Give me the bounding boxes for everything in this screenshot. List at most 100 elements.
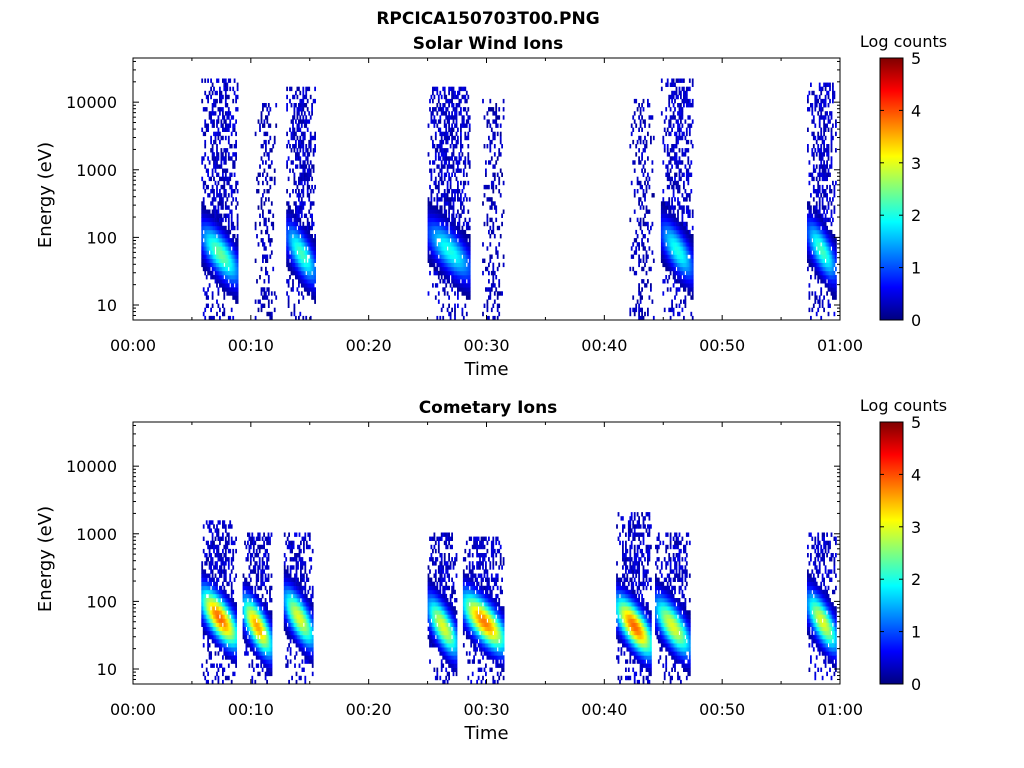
heatmap-cell: [299, 279, 302, 284]
heatmap-cell: [219, 315, 221, 321]
heatmap-cell: [445, 148, 448, 153]
heatmap-cell: [826, 144, 828, 149]
heatmap-cell: [216, 610, 218, 615]
heatmap-cell: [433, 107, 436, 112]
heatmap-cell: [217, 593, 220, 599]
heatmap-cell: [454, 197, 456, 202]
heatmap-cell: [669, 258, 672, 263]
heatmap-cell: [208, 548, 211, 554]
heatmap-cell: [467, 254, 470, 259]
heatmap-cell: [677, 164, 679, 169]
heatmap-cell: [296, 135, 299, 141]
heatmap-cell: [205, 209, 208, 214]
heatmap-cell: [671, 217, 673, 223]
heatmap-cell: [299, 275, 302, 280]
heatmap-cell: [257, 593, 260, 599]
heatmap-cell: [688, 127, 691, 132]
heatmap-cell: [230, 630, 233, 636]
heatmap-cell: [296, 115, 299, 120]
heatmap-cell: [204, 164, 207, 169]
heatmap-cell: [208, 630, 211, 636]
heatmap-cell: [815, 213, 818, 218]
heatmap-cell: [690, 279, 693, 284]
heatmap-cell: [812, 156, 815, 161]
heatmap-cell: [688, 258, 691, 263]
heatmap-cell: [251, 593, 254, 599]
heatmap-cell: [214, 180, 217, 186]
heatmap-cell: [827, 144, 830, 149]
heatmap-cell: [201, 598, 204, 603]
heatmap-cell: [248, 589, 251, 595]
heatmap-cell: [429, 229, 431, 235]
heatmap-cell: [496, 115, 499, 120]
heatmap-cell: [833, 254, 836, 259]
heatmap-cell: [287, 254, 290, 259]
heatmap-cell: [811, 225, 814, 231]
heatmap-cell: [832, 123, 834, 128]
heatmap-cell: [216, 311, 218, 317]
heatmap-cell: [242, 585, 245, 591]
heatmap-cell: [300, 279, 303, 284]
heatmap-cell: [669, 225, 672, 231]
heatmap-cell: [814, 148, 817, 153]
heatmap-cell: [452, 213, 455, 218]
heatmap-cell: [678, 115, 681, 120]
heatmap-cell: [272, 266, 275, 272]
heatmap-cell: [668, 201, 671, 206]
heatmap-cell: [489, 217, 492, 223]
heatmap-cell: [202, 242, 205, 247]
heatmap-cell: [242, 634, 245, 640]
heatmap-cell: [442, 148, 445, 153]
heatmap-cell: [458, 197, 461, 202]
heatmap-cell: [430, 250, 433, 255]
heatmap-cell: [213, 98, 215, 104]
heatmap-cell: [489, 287, 492, 292]
heatmap-cell: [287, 209, 290, 214]
heatmap-cell: [220, 634, 223, 640]
heatmap-cell: [245, 589, 248, 595]
heatmap-cell: [821, 115, 824, 120]
heatmap-cell: [440, 262, 443, 268]
heatmap-cell: [219, 622, 221, 627]
heatmap-cell: [807, 246, 809, 251]
heatmap-cell: [833, 250, 836, 255]
heatmap-cell: [675, 250, 678, 255]
heatmap-cell: [430, 242, 433, 247]
heatmap-cell: [668, 217, 671, 223]
heatmap-cell: [290, 246, 293, 251]
heatmap-cell: [502, 107, 505, 112]
heatmap-cell: [210, 565, 212, 570]
heatmap-cell: [211, 295, 214, 300]
heatmap-cell: [303, 164, 306, 169]
heatmap-cell: [432, 217, 434, 223]
heatmap-cell: [824, 168, 827, 173]
heatmap-cell: [254, 299, 257, 304]
heatmap-cell: [293, 270, 296, 276]
heatmap-cell: [255, 548, 258, 554]
heatmap-cell: [455, 234, 458, 239]
heatmap-cell: [217, 78, 220, 83]
heatmap-cell: [211, 250, 214, 255]
heatmap-cell: [314, 299, 316, 304]
heatmap-cell: [210, 307, 212, 313]
heatmap-cell: [235, 197, 237, 202]
heatmap-cell: [452, 279, 455, 284]
heatmap-cell: [230, 189, 233, 194]
heatmap-cell: [298, 176, 300, 182]
heatmap-cell: [227, 639, 230, 644]
heatmap-cell: [273, 139, 276, 145]
heatmap-cell: [691, 270, 694, 276]
heatmap-cell: [684, 152, 687, 157]
heatmap-cell: [216, 225, 218, 231]
heatmap-cell: [262, 193, 264, 198]
heatmap-cell: [644, 160, 646, 165]
heatmap-cell: [820, 291, 823, 296]
heatmap-cell: [224, 610, 227, 615]
heatmap-cell: [220, 626, 223, 632]
heatmap-cell: [496, 131, 499, 137]
heatmap-cell: [672, 221, 675, 227]
heatmap-cell: [259, 221, 261, 227]
heatmap-cell: [818, 295, 821, 300]
heatmap-cell: [298, 254, 300, 259]
heatmap-cell: [636, 217, 639, 223]
